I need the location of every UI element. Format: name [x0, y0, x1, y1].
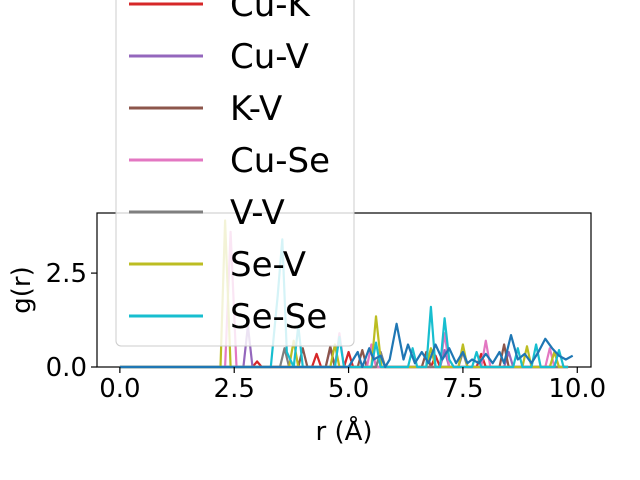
y-tick-label: 0.0	[46, 353, 87, 383]
x-tick-label: 0.0	[99, 374, 140, 404]
legend-box	[115, 0, 355, 347]
legend: Cu-K Cu-V K-V Cu-Se V-V Se-V Se-Se	[115, 0, 355, 347]
y-axis-label: g(r)	[7, 266, 37, 313]
legend-label: Cu-V	[230, 37, 309, 77]
legend-label: Se-V	[230, 245, 306, 285]
legend-label: K-V	[230, 89, 282, 129]
legend-label: Cu-Se	[230, 141, 330, 181]
legend-label: Cu-K	[230, 0, 312, 25]
x-tick-label: 2.5	[214, 374, 255, 404]
y-tick-label: 2.5	[46, 259, 87, 289]
series-line-k-v	[119, 343, 569, 369]
x-tick-label: 10.0	[548, 374, 606, 404]
ticks-layer: 0.0 2.5 5.0 7.5 10.0 0.0 2.5	[46, 259, 607, 404]
x-axis-label: r (Å)	[315, 415, 372, 447]
legend-label: Se-Se	[230, 297, 327, 337]
x-tick-label: 7.5	[442, 374, 483, 404]
legend-label: V-V	[230, 193, 285, 233]
series-line-unlabeled-7	[119, 322, 574, 369]
x-tick-label: 5.0	[328, 374, 369, 404]
series-layer	[119, 219, 574, 369]
